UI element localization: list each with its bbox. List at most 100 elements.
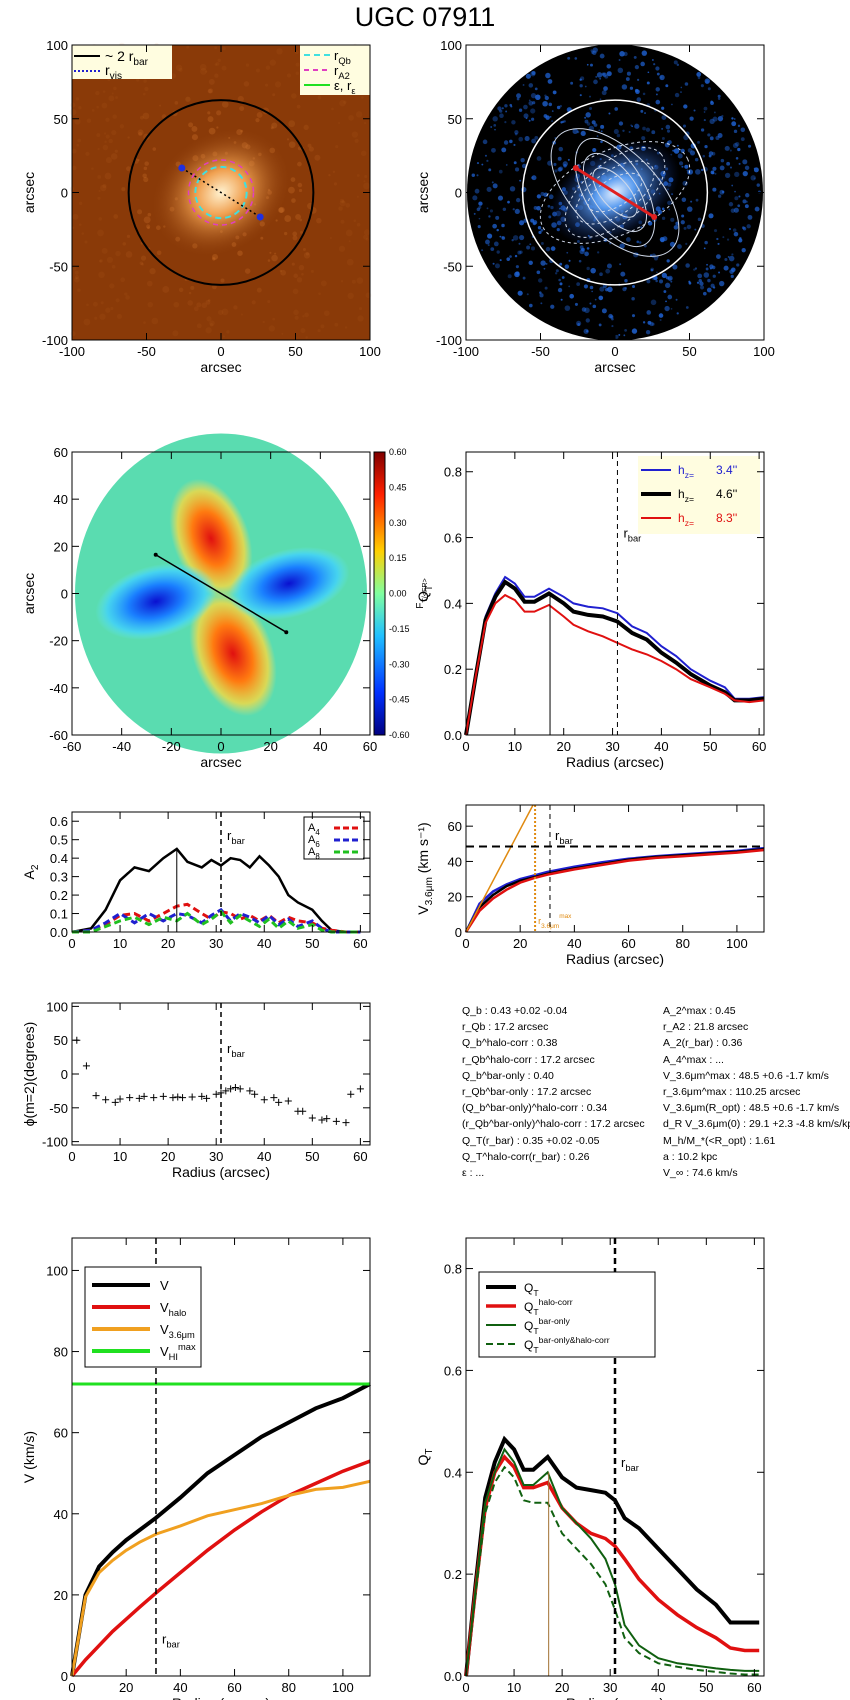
image-speckle [268, 325, 276, 332]
image-speckle [507, 200, 510, 204]
image-speckle [649, 321, 654, 327]
image-speckle [506, 257, 511, 261]
image-speckle [718, 271, 721, 274]
image-speckle [705, 80, 709, 84]
image-speckle [489, 209, 494, 213]
image-speckle [732, 228, 737, 232]
image-speckle [251, 300, 256, 305]
image-speckle [92, 301, 98, 307]
image-speckle [589, 95, 591, 98]
image-speckle [212, 257, 216, 261]
image-speckle [120, 277, 126, 283]
image-speckle [492, 262, 495, 265]
image-speckle [516, 93, 522, 99]
image-speckle [226, 330, 230, 334]
data-point [251, 1090, 259, 1098]
image-speckle [494, 263, 500, 269]
y-tick-label: 0.4 [444, 596, 462, 611]
image-speckle [305, 336, 308, 339]
image-speckle [256, 111, 263, 118]
image-speckle [680, 91, 682, 94]
image-speckle [308, 146, 314, 152]
image-speckle [272, 317, 276, 321]
image-speckle [535, 94, 541, 100]
series-line [71, 902, 361, 934]
image-speckle [509, 103, 513, 107]
image-speckle [135, 78, 140, 82]
image-speckle [91, 167, 94, 170]
image-speckle [78, 201, 83, 206]
y-tick-label: 0.2 [50, 888, 68, 903]
image-speckle [269, 59, 277, 66]
image-speckle [591, 290, 593, 293]
image-speckle [528, 119, 531, 122]
image-speckle [69, 108, 77, 116]
image-speckle [585, 112, 591, 118]
image-speckle [576, 320, 582, 326]
image-speckle [515, 265, 519, 269]
image-speckle [655, 87, 660, 92]
data-point [356, 1085, 364, 1093]
image-speckle [318, 292, 321, 296]
image-speckle [515, 271, 520, 276]
image-speckle [686, 224, 692, 230]
image-speckle [503, 140, 509, 145]
image-speckle [709, 136, 714, 141]
x-tick-label: 10 [113, 1149, 127, 1164]
image-speckle [149, 268, 156, 275]
image-speckle [729, 149, 732, 152]
image-speckle [703, 247, 706, 250]
image-speckle [147, 226, 150, 230]
rbar-label: rbar [623, 526, 641, 544]
image-speckle [679, 161, 684, 166]
image-speckle [481, 249, 484, 252]
image-speckle [590, 63, 593, 67]
image-speckle [704, 145, 708, 149]
image-speckle [740, 127, 746, 133]
series-line [464, 1454, 760, 1677]
image-speckle [589, 302, 592, 305]
image-speckle [147, 212, 152, 217]
y-tick-label: -60 [49, 728, 68, 743]
y-tick-label: 0 [61, 1669, 68, 1684]
image-speckle [520, 158, 525, 163]
image-speckle [143, 166, 148, 171]
image-speckle [288, 141, 296, 148]
contour [550, 128, 680, 257]
image-speckle [645, 127, 651, 132]
image-speckle [264, 83, 269, 87]
image-speckle [598, 129, 601, 132]
image-speckle [201, 302, 208, 309]
image-speckle [104, 172, 112, 180]
image-speckle [478, 217, 481, 220]
image-speckle [512, 235, 519, 241]
image-speckle [598, 323, 602, 327]
image-speckle [97, 175, 102, 179]
image-speckle [599, 53, 605, 59]
image-speckle [665, 300, 667, 303]
image-speckle [106, 256, 114, 264]
data-point [347, 1090, 355, 1098]
image-speckle [104, 140, 107, 144]
x-tick-label: 0 [68, 1149, 75, 1164]
image-speckle [619, 51, 625, 57]
image-speckle [523, 113, 529, 119]
image-speckle [111, 92, 114, 95]
y-tick-label: 20 [448, 890, 462, 905]
y-tick-label: -100 [42, 333, 68, 348]
y-axis-label: ϕ(m=2)(degrees) [21, 1022, 37, 1127]
image-speckle [647, 71, 650, 74]
image-speckle [338, 245, 346, 252]
image-speckle [735, 142, 740, 147]
image-speckle [298, 264, 305, 271]
image-speckle [599, 286, 605, 292]
y-tick-label: -100 [436, 333, 462, 348]
image-speckle [592, 147, 597, 153]
image-speckle [703, 119, 706, 122]
image-speckle [589, 285, 594, 290]
image-speckle [317, 329, 321, 333]
image-speckle [105, 157, 112, 164]
y-tick-label: 50 [54, 1033, 68, 1048]
y-tick-label: 0.4 [50, 851, 68, 866]
image-speckle [729, 269, 734, 274]
